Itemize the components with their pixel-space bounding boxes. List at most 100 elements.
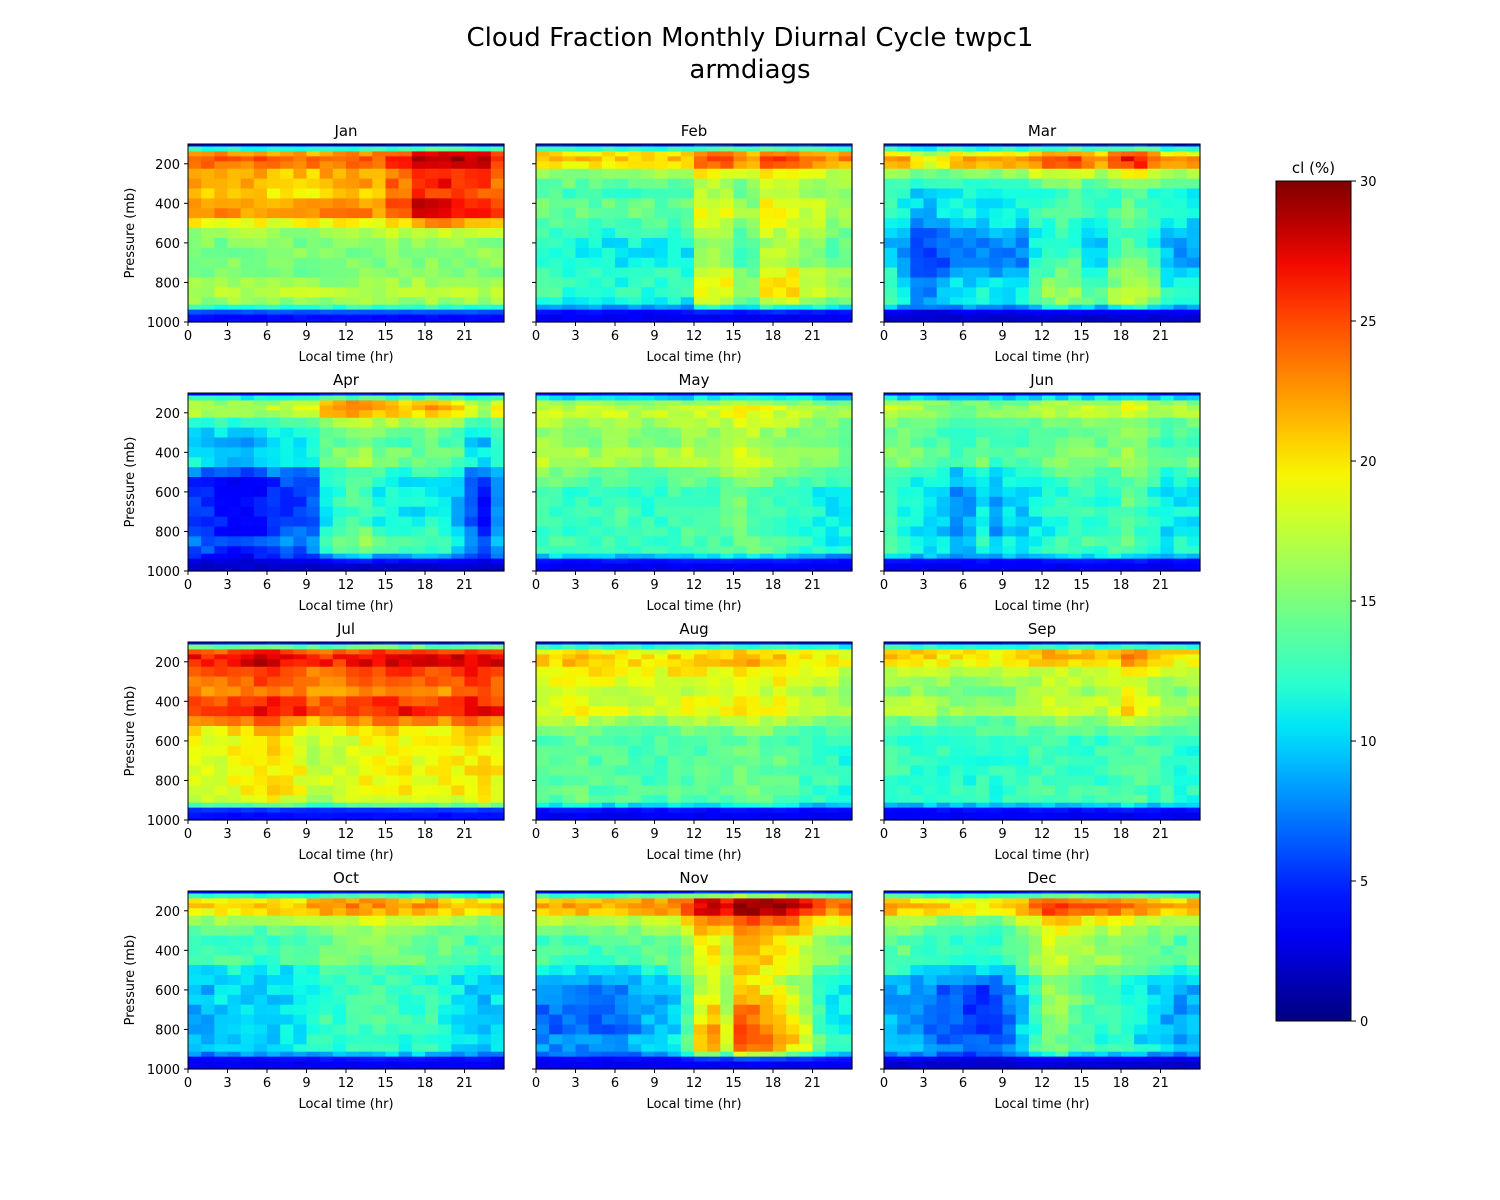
heatmap-cell [267, 527, 281, 537]
y-tick-label: 800 [155, 525, 180, 540]
heatmap-cell [228, 151, 242, 157]
heatmap-cell [910, 726, 924, 736]
heatmap-cell [1095, 677, 1109, 687]
heatmap-cell [576, 146, 590, 152]
heatmap-cell [254, 746, 268, 756]
heatmap-cell [602, 766, 616, 776]
heatmap-cell [1029, 706, 1043, 716]
heatmap-cell [989, 716, 1003, 726]
heatmap-cell [412, 198, 426, 208]
heatmap-cell [254, 756, 268, 766]
heatmap-cell [451, 218, 465, 228]
heatmap-cell [399, 766, 413, 776]
heatmap-cell [293, 400, 307, 406]
heatmap-cell [1134, 405, 1148, 411]
heatmap-cell [720, 405, 734, 411]
heatmap-cell [976, 179, 990, 189]
heatmap-cell [773, 644, 787, 650]
heatmap-cell [536, 667, 550, 677]
heatmap-cell [641, 248, 655, 258]
heatmap-cell [1055, 457, 1069, 467]
x-tick-label: 15 [377, 827, 394, 842]
heatmap-cell [1147, 654, 1161, 660]
heatmap-cell [1187, 554, 1201, 560]
heatmap-cell [536, 564, 550, 570]
heatmap-cell [562, 287, 576, 297]
heatmap-cell [267, 706, 281, 716]
heatmap-cell [989, 228, 1003, 238]
heatmap-cell [989, 218, 1003, 228]
heatmap-cell [1029, 218, 1043, 228]
heatmap-cell [826, 736, 840, 746]
heatmap-cell [425, 706, 439, 716]
heatmap-cell [694, 766, 708, 776]
heatmap-cell [307, 677, 321, 687]
heatmap-cell [425, 161, 439, 169]
heatmap-cell [668, 477, 682, 487]
heatmap-cell [1055, 667, 1069, 677]
heatmap-cell [773, 726, 787, 736]
heatmap-cell [491, 564, 505, 570]
heatmap-cell [320, 497, 334, 507]
heatmap-cell [372, 766, 386, 776]
heatmap-cell [1016, 517, 1030, 527]
heatmap-cell [1055, 706, 1069, 716]
heatmap-cell [602, 677, 616, 687]
heatmap-cell [241, 487, 255, 497]
heatmap-cell [307, 795, 321, 803]
heatmap-cell [536, 258, 550, 268]
heatmap-cell [589, 803, 603, 809]
heatmap-cell [615, 457, 629, 467]
heatmap-cell [668, 228, 682, 238]
heatmap-cell [628, 659, 642, 667]
heatmap-cell [1082, 536, 1096, 546]
heatmap-cell [950, 156, 964, 162]
heatmap-cell [707, 795, 721, 803]
heatmap-cell [773, 487, 787, 497]
heatmap-cell [1121, 169, 1135, 179]
heatmap-cell [910, 287, 924, 297]
heatmap-cell [1003, 179, 1017, 189]
heatmap-cell [734, 297, 748, 305]
heatmap-cell [799, 161, 813, 169]
heatmap-cell [884, 297, 898, 305]
heatmap-cell [228, 228, 242, 238]
heatmap-cell [826, 527, 840, 537]
heatmap-cell [386, 527, 400, 537]
heatmap-cell [293, 716, 307, 726]
heatmap-cell [628, 218, 642, 228]
heatmap-cell [924, 677, 938, 687]
heatmap-cell [786, 644, 800, 650]
heatmap-cell [963, 156, 977, 162]
heatmap-cell [386, 305, 400, 311]
heatmap-cell [681, 248, 695, 258]
heatmap-cell [1121, 487, 1135, 497]
heatmap-cell [655, 405, 669, 411]
heatmap-cell [1187, 278, 1201, 288]
heatmap-cell [1187, 536, 1201, 546]
heatmap-cell [320, 297, 334, 305]
heatmap-cell [897, 400, 911, 406]
heatmap-cell [267, 649, 281, 655]
heatmap-cell [976, 507, 990, 517]
heatmap-cell [839, 218, 853, 228]
heatmap-cell [839, 527, 853, 537]
heatmap-cell [786, 654, 800, 660]
heatmap-cell [1161, 546, 1175, 554]
heatmap-cell [602, 278, 616, 288]
heatmap-cell [734, 438, 748, 448]
heatmap-cell [241, 189, 255, 199]
heatmap-cell [694, 726, 708, 736]
heatmap-cell [1016, 248, 1030, 258]
heatmap-cell [549, 189, 563, 199]
heatmap-cell [267, 198, 281, 208]
heatmap-cell [760, 696, 774, 706]
heatmap-cell [924, 716, 938, 726]
heatmap-cell [465, 278, 479, 288]
heatmap-cell [1029, 457, 1043, 467]
heatmap-cell [589, 536, 603, 546]
heatmap-cell [562, 447, 576, 457]
heatmap-cell [826, 487, 840, 497]
y-tick-label: 800 [155, 774, 180, 789]
x-tick-label: 21 [804, 329, 821, 344]
